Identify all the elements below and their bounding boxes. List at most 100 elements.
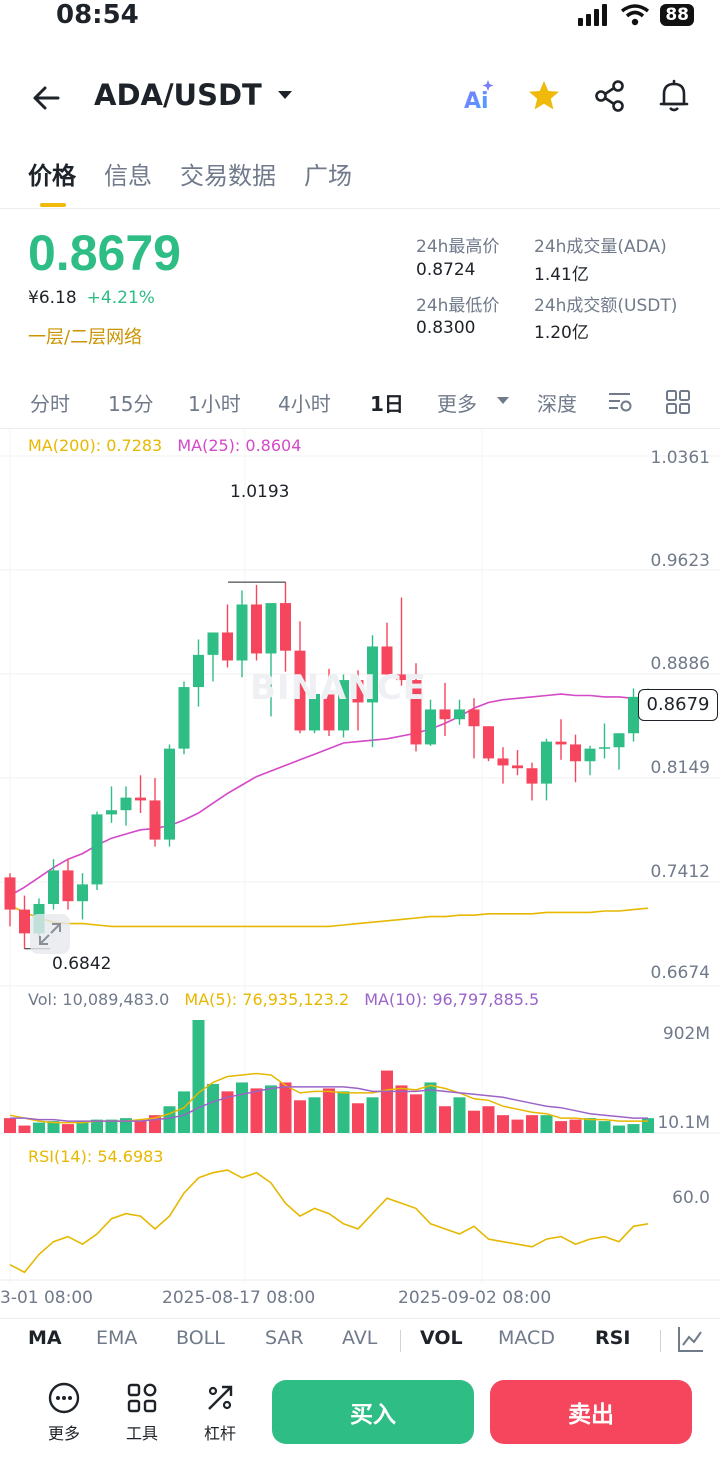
volume-bar [584,1118,596,1133]
indicator-ma[interactable]: MA [28,1327,62,1349]
indicator-rsi[interactable]: RSI [595,1327,631,1349]
volume-bar [76,1121,89,1133]
interval-1d[interactable]: 1日 [370,392,404,416]
candle-body [425,709,436,745]
candle-body [149,800,161,840]
candle-body [410,680,422,745]
wifi-icon [621,4,650,26]
indicator-ema[interactable]: EMA [96,1327,138,1349]
candle-body [367,646,378,703]
volume-bar [526,1115,538,1133]
tab-price[interactable]: 价格 [28,162,76,190]
status-icons: 88 [578,4,694,26]
interval-1h[interactable]: 1小时 [188,392,241,416]
chart-settings-icon[interactable] [606,388,634,416]
star-icon [529,81,559,110]
volume-bar [91,1119,103,1133]
candle-body [526,768,538,784]
interval-line[interactable]: 分时 [30,392,70,416]
indicator-vol[interactable]: VOL [420,1327,463,1349]
date-tick: 2025-09-02 08:00 [398,1288,552,1308]
volume-tick: 902M [662,1024,710,1044]
candle-body [570,744,581,762]
watermark: BINANCE [250,668,427,708]
more-button[interactable]: 更多 [34,1380,94,1444]
bell-icon [659,79,689,112]
depth-tab[interactable]: 深度 [537,392,577,416]
pair-selector[interactable]: ADA/USDT [94,78,294,112]
share-button[interactable] [592,78,628,114]
price-change: +4.21% [86,288,155,308]
volume-bar [439,1106,451,1133]
volume-bar [555,1121,567,1133]
volume-bar [540,1115,553,1133]
volume-bar [178,1091,190,1133]
volume-bar [337,1091,350,1133]
more-label: 更多 [47,1424,80,1443]
volume-bar [352,1103,364,1133]
candle-body [164,748,175,840]
ma25-line [9,693,649,897]
buy-button[interactable]: 买入 [272,1380,474,1444]
leverage-label: 杠杆 [203,1424,236,1443]
network-tag[interactable]: 一层/二层网络 [28,327,143,348]
candle-body [251,604,262,654]
indicator-settings-icon[interactable] [676,1324,706,1354]
price-tick: 0.7412 [650,862,710,882]
volume-bar [511,1119,524,1133]
favorite-button[interactable] [526,78,562,114]
back-button[interactable] [28,80,64,116]
price-tick: 0.8886 [650,654,710,674]
indicator-macd[interactable]: MACD [498,1327,555,1349]
candle-body [323,694,335,731]
divider [0,428,720,429]
interval-more[interactable]: 更多 [437,392,477,416]
leverage-button[interactable]: 杠杆 [190,1380,250,1444]
high-marker-label: 1.0193 [230,482,290,502]
candle-body [135,797,146,801]
rsi-legend: RSI(14): 54.6983 [28,1147,164,1166]
volume-bar [482,1106,495,1133]
candle-body [396,674,407,681]
volume-bar [207,1083,219,1133]
volume-bar [33,1122,45,1133]
interval-4h[interactable]: 4小时 [278,392,331,416]
tools-button[interactable]: 工具 [112,1380,172,1444]
tab-trading-data[interactable]: 交易数据 [180,162,276,190]
candle-body [555,741,567,745]
caret-down-icon [277,91,292,99]
indicator-avl[interactable]: AVL [342,1327,378,1349]
indicator-boll[interactable]: BOLL [176,1327,225,1349]
volume-bar [294,1100,306,1133]
tab-square[interactable]: 广场 [304,162,352,190]
ai-button[interactable]: Ai [462,78,498,114]
price-tick: 0.6674 [650,963,710,983]
candle-body [628,696,639,734]
ma200-legend: MA(200): 0.7283 [28,436,163,455]
sell-button[interactable]: 卖出 [490,1380,692,1444]
battery-indicator: 88 [660,4,694,26]
divider [0,1318,720,1319]
indicator-sar[interactable]: SAR [265,1327,304,1349]
indicator-tabs: MA EMA BOLL SAR AVL VOL MACD RSI [0,1322,720,1358]
divider [0,208,720,209]
candle-body [106,810,117,815]
indicator-divider [660,1330,661,1352]
tab-info[interactable]: 信息 [104,162,152,190]
date-tick: 3-01 08:00 [0,1288,93,1308]
volume-bar [105,1119,118,1133]
signal-icon [578,4,608,26]
price-tick: 0.8149 [650,758,710,778]
candle-body [512,765,523,769]
kline-chart[interactable] [0,428,720,1308]
interval-15m[interactable]: 15分 [108,392,154,416]
volume-bar [134,1121,147,1133]
vol-ma5-legend: MA(5): 76,935,123.2 [184,990,350,1009]
indicator-divider [400,1330,401,1352]
volume-bar [366,1097,379,1133]
candle-body [265,603,277,654]
alert-button[interactable] [656,78,692,114]
fullscreen-button[interactable] [30,914,70,954]
grid-layout-icon[interactable] [664,388,692,416]
candle-body [280,603,291,651]
